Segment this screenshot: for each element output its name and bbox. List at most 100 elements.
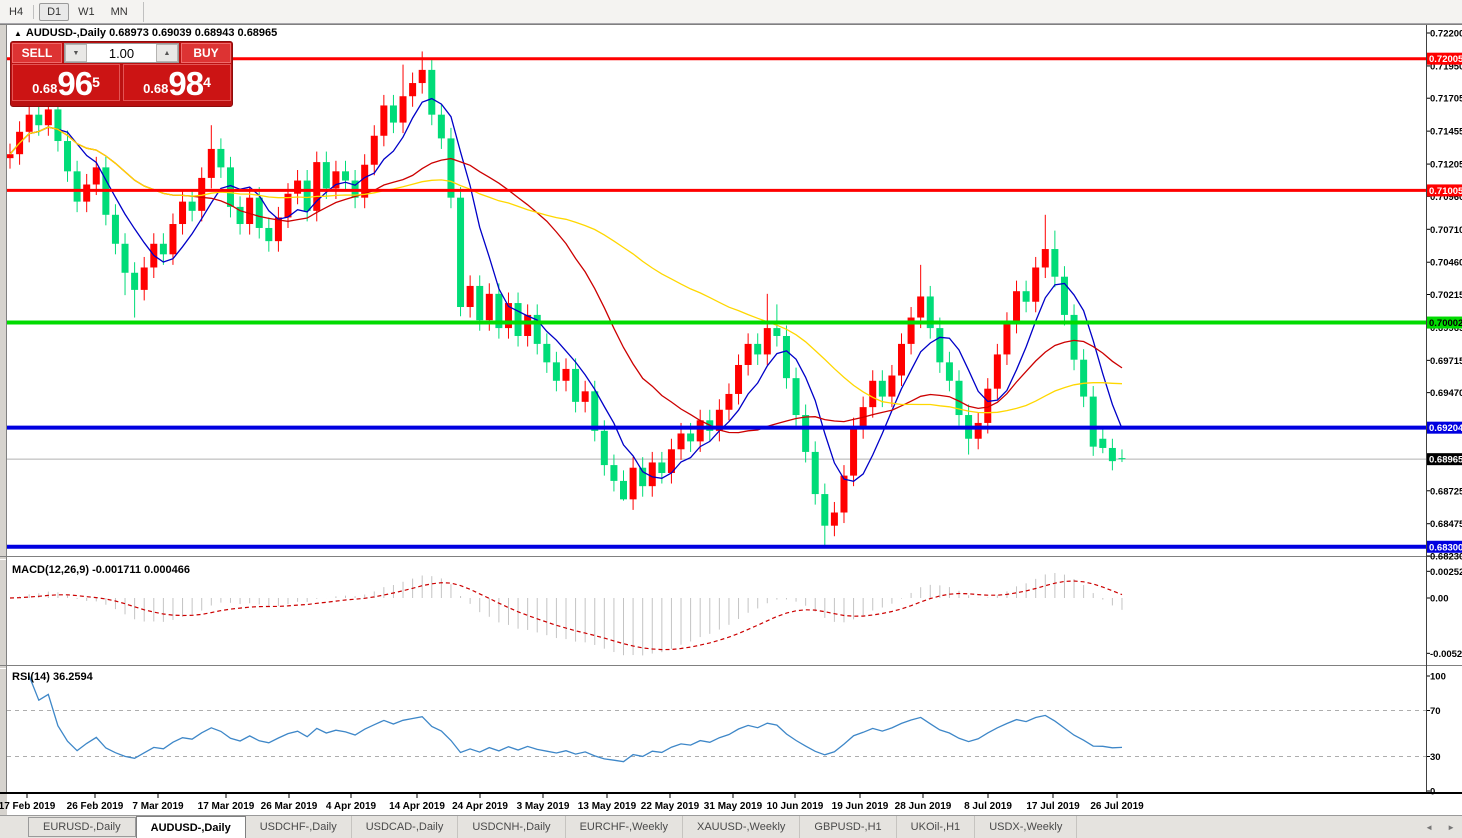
svg-text:0.70960: 0.70960	[1430, 192, 1462, 203]
buy-price-point: 4	[203, 74, 211, 90]
buy-price-pips: 98	[168, 65, 204, 102]
svg-text:0.00: 0.00	[1430, 594, 1449, 605]
svg-text:0.71455: 0.71455	[1430, 127, 1462, 138]
tab-gbpusd-h1[interactable]: GBPUSD-,H1	[800, 816, 897, 838]
svg-text:0.70710: 0.70710	[1430, 225, 1462, 236]
timeframe-toolbar: H4 D1 W1 MN	[0, 0, 1462, 24]
sell-price-pips: 96	[57, 65, 93, 102]
sell-price-quote[interactable]: 0.68 96 5	[12, 64, 120, 101]
svg-text:0.72005: 0.72005	[1429, 54, 1462, 65]
level-price-badge: 0.70002	[1427, 316, 1462, 329]
svg-text:0.72200: 0.72200	[1430, 29, 1462, 40]
volume-input[interactable]: 1.00	[108, 45, 135, 61]
rsi-indicator-title: RSI(14) 36.2594	[12, 671, 93, 683]
timeframe-d1-button[interactable]: D1	[39, 2, 70, 21]
volume-stepper: ▼ 1.00 ▲	[64, 43, 179, 63]
svg-text:0.71005: 0.71005	[1429, 186, 1462, 197]
chart-title: ▲ AUDUSD-,Daily 0.68973 0.69039 0.68943 0…	[14, 27, 277, 39]
tab-usdcad-daily[interactable]: USDCAD-,Daily	[352, 816, 459, 838]
svg-text:0.69204: 0.69204	[1429, 423, 1462, 434]
macd-label: MACD(12,26,9)	[12, 564, 90, 576]
svg-text:24 Apr 2019: 24 Apr 2019	[452, 801, 508, 812]
sell-button[interactable]: SELL	[12, 43, 62, 63]
svg-text:7 Mar 2019: 7 Mar 2019	[132, 801, 184, 812]
one-click-trading-panel: SELL ▼ 1.00 ▲ BUY 0.68 96 5 0.68 98 4	[10, 41, 233, 107]
buy-price-quote[interactable]: 0.68 98 4	[123, 64, 231, 101]
svg-text:13 May 2019: 13 May 2019	[578, 801, 637, 812]
tabs-scroll-left-icon[interactable]: ◄	[1425, 822, 1434, 832]
moving-averages-layer	[9, 97, 1123, 483]
tab-usdx-weekly[interactable]: USDX-,Weekly	[975, 816, 1078, 838]
svg-text:0.002522: 0.002522	[1430, 567, 1462, 578]
volume-increase-icon[interactable]: ▲	[156, 44, 178, 62]
macd-values: -0.001711 0.000466	[92, 564, 190, 576]
rsi-line	[28, 675, 1123, 763]
svg-text:0.71705: 0.71705	[1430, 94, 1462, 105]
svg-text:70: 70	[1430, 706, 1441, 717]
svg-text:19 Jun 2019: 19 Jun 2019	[832, 801, 889, 812]
sell-price-base: 0.68	[32, 81, 58, 96]
current-price-badge: 0.68965	[1427, 453, 1462, 466]
svg-text:0.68230: 0.68230	[1430, 551, 1462, 562]
svg-text:28 Jun 2019: 28 Jun 2019	[895, 801, 952, 812]
level-price-badge: 0.68300	[1427, 540, 1462, 553]
svg-text:0.71205: 0.71205	[1430, 160, 1462, 171]
overlay-ma-slow	[9, 126, 1123, 414]
tab-usdcnh-daily[interactable]: USDCNH-,Daily	[458, 816, 566, 838]
svg-text:17 Jul 2019: 17 Jul 2019	[1026, 801, 1080, 812]
level-lines-layer	[7, 57, 1426, 549]
level-price-badge: 0.71005	[1427, 184, 1462, 197]
svg-text:22 May 2019: 22 May 2019	[641, 801, 700, 812]
tab-eurusd-daily[interactable]: EURUSD-,Daily	[28, 817, 136, 837]
svg-text:26 Mar 2019: 26 Mar 2019	[261, 801, 318, 812]
level-price-badge: 0.72005	[1427, 52, 1462, 65]
macd-signal-line	[9, 580, 1123, 651]
svg-text:0.69470: 0.69470	[1430, 388, 1462, 399]
tab-usdchf-daily[interactable]: USDCHF-,Daily	[246, 816, 352, 838]
svg-text:0.70460: 0.70460	[1430, 258, 1462, 269]
rsi-pane: 100 70 30 0	[7, 672, 1446, 798]
svg-text:0.68300: 0.68300	[1429, 542, 1462, 553]
candlestick-layer	[6, 51, 1126, 547]
macd-pane: 0.002522 0.00 -0.00523	[9, 567, 1462, 660]
tabs-scroll-right-icon[interactable]: ►	[1447, 822, 1455, 832]
level-price-badge: 0.69204	[1427, 421, 1462, 434]
svg-text:0.68725: 0.68725	[1430, 486, 1462, 497]
svg-text:30: 30	[1430, 752, 1441, 763]
svg-text:0.68475: 0.68475	[1430, 519, 1462, 530]
buy-button[interactable]: BUY	[181, 43, 231, 63]
symbol-marker-icon: ▲	[14, 29, 22, 38]
tab-audusd-daily[interactable]: AUDUSD-,Daily	[135, 816, 246, 838]
chart-ohlc-values: 0.68973 0.69039 0.68943 0.68965	[109, 27, 278, 39]
toolbar-separator	[142, 1, 144, 22]
timeframe-h4-button[interactable]: H4	[9, 5, 24, 18]
svg-text:17 Mar 2019: 17 Mar 2019	[198, 801, 255, 812]
overlay-ma-mid	[9, 126, 1123, 434]
svg-text:8 Jul 2019: 8 Jul 2019	[964, 801, 1012, 812]
svg-text:26 Feb 2019: 26 Feb 2019	[67, 801, 124, 812]
svg-text:14 Apr 2019: 14 Apr 2019	[389, 801, 445, 812]
pane-frame	[0, 24, 1462, 794]
timeframe-mn-button[interactable]: MN	[110, 5, 128, 18]
svg-text:-0.00523: -0.00523	[1430, 649, 1462, 660]
date-axis[interactable]: 17 Feb 2019 26 Feb 2019 7 Mar 2019 17 Mar 2…	[0, 794, 1144, 812]
tab-xauusd-weekly[interactable]: XAUUSD-,Weekly	[683, 816, 801, 838]
rsi-value: 36.2594	[52, 671, 93, 683]
svg-text:0.68965: 0.68965	[1429, 455, 1462, 466]
svg-text:0.69715: 0.69715	[1430, 356, 1462, 367]
svg-text:4 Apr 2019: 4 Apr 2019	[326, 801, 377, 812]
svg-text:0.71950: 0.71950	[1430, 61, 1462, 72]
tab-scroll-arrows: ◄ ►	[1418, 816, 1462, 838]
tab-ukoil-h1[interactable]: UKOil-,H1	[897, 816, 976, 838]
svg-text:10 Jun 2019: 10 Jun 2019	[767, 801, 824, 812]
svg-text:100: 100	[1430, 672, 1446, 683]
buy-price-base: 0.68	[143, 81, 169, 96]
timeframe-w1-button[interactable]: W1	[78, 5, 95, 18]
svg-text:17 Feb 2019: 17 Feb 2019	[0, 801, 56, 812]
svg-text:0: 0	[1430, 787, 1435, 798]
symbol-tab-bar: EURUSD-,Daily AUDUSD-,Daily USDCHF-,Dail…	[0, 815, 1462, 838]
volume-decrease-icon[interactable]: ▼	[65, 44, 87, 62]
tab-eurchf-weekly[interactable]: EURCHF-,Weekly	[566, 816, 683, 838]
